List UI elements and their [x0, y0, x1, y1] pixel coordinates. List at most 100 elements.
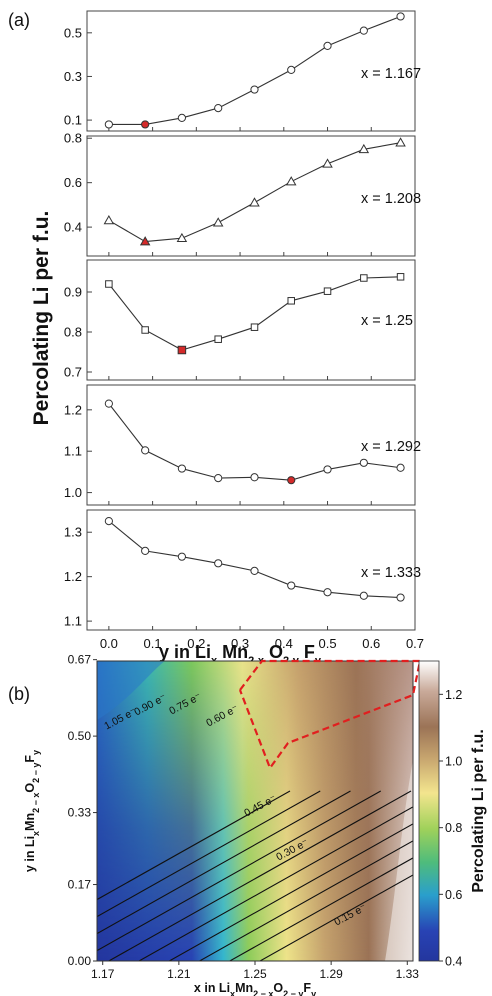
highlight-region-outline [238, 659, 422, 771]
axis-label-subscript: x [230, 989, 235, 996]
contour-line [97, 790, 351, 935]
panel-b-label: (b) [8, 684, 30, 704]
line-subplot: 1.0 1.1 1.2 x = 1.292 [64, 384, 421, 506]
axis-label-text: y in Li [23, 836, 37, 872]
data-point [358, 143, 370, 154]
y-tick-label: 1.2 [64, 569, 82, 584]
subplot-annotation: x = 1.292 [361, 439, 421, 455]
data-point [141, 446, 150, 455]
x-tick-label: 0.6 [362, 636, 380, 651]
y-tick-label: 0.50 [68, 729, 92, 743]
data-point [177, 552, 187, 561]
data-point [177, 464, 187, 473]
x-tick-label: 1.29 [319, 967, 343, 981]
subplot-annotation: x = 1.333 [361, 565, 421, 581]
data-point [250, 85, 259, 94]
colorbar-tick-label: 1.0 [445, 755, 462, 769]
x-tick-label: 0.7 [406, 636, 424, 651]
data-point [359, 26, 368, 35]
data-point [214, 559, 223, 568]
data-point [176, 232, 188, 243]
data-point [359, 591, 368, 600]
axis-label-text: F [303, 981, 311, 995]
data-point [105, 280, 113, 288]
y-tick-label: 1.2 [64, 402, 82, 417]
panel-a-y-axis-label: Percolating Li per f.u. [30, 211, 53, 426]
data-point [212, 217, 224, 227]
line-subplot: 0.4 0.6 0.8 x = 1.208 [64, 131, 421, 257]
line-subplot: 0.7 0.8 0.9 x = 1.25 [64, 259, 416, 381]
x-tick-label: 1.21 [167, 967, 191, 981]
x-tick-label: 0.4 [275, 636, 293, 651]
y-tick-label: 0.1 [64, 113, 82, 128]
y-tick-label: 0.7 [64, 365, 82, 380]
axis-label-text: Mn [235, 981, 253, 995]
panel-a-label: (a) [8, 10, 30, 30]
axis-label-text: Mn [217, 642, 248, 662]
data-point [214, 335, 222, 343]
axis-label-text: y in Li [159, 642, 211, 662]
y-tick-label: 0.17 [68, 878, 92, 892]
axis-label-subscript: y [311, 989, 316, 996]
axis-label-subscript: 2 − y [31, 763, 41, 783]
y-tick-label: 1.1 [64, 614, 82, 629]
colorbar-ticks: 0.4 0.6 0.8 1.0 1.2 [439, 688, 462, 969]
subplot-frame [86, 384, 416, 506]
x-tick-label: 0.3 [231, 636, 249, 651]
heatmap-y-axis-label: y in LixMn2 − xO2 − yFy [23, 750, 41, 872]
highlighted-data-point [177, 345, 187, 355]
contour-line [228, 857, 413, 961]
axis-label-subscript: 2 − x [253, 989, 273, 996]
data-point [249, 197, 260, 207]
data-point [214, 103, 223, 113]
subplot-frame [86, 135, 416, 257]
colorbar-tick-label: 0.6 [445, 888, 462, 902]
highlighted-data-point [139, 236, 151, 246]
y-tick-label: 0.4 [64, 220, 82, 235]
y-tick-label: 0.9 [64, 285, 82, 300]
data-point [141, 326, 149, 334]
data-point [359, 458, 368, 467]
data-point [323, 588, 332, 597]
x-tick-label: 0.1 [144, 636, 162, 651]
subplot-annotation: x = 1.167 [361, 66, 421, 82]
x-tick-label: 1.25 [243, 967, 267, 981]
data-point [287, 65, 296, 75]
data-point [395, 137, 406, 147]
colorbar-tick-label: 0.4 [445, 955, 462, 969]
axis-label-text: Mn [23, 813, 37, 831]
data-point [104, 120, 113, 129]
contour-line [97, 790, 382, 952]
data-point [285, 176, 297, 186]
axis-label-subscript: y [31, 750, 41, 755]
contour-line [97, 790, 291, 901]
colorbar-tick-label: 1.2 [445, 688, 462, 702]
y-tick-label: 1.1 [64, 444, 82, 459]
data-point [396, 463, 405, 472]
data-point [287, 581, 296, 590]
axis-label-text: x in Li [194, 981, 230, 995]
data-point [141, 546, 150, 555]
colorbar [418, 660, 440, 962]
contour-line [198, 840, 413, 961]
line-subplot: 1.1 1.2 1.3 x = 1.333 [64, 509, 421, 631]
data-point [104, 517, 113, 526]
heatmap-axes: 1.17 1.21 1.25 1.29 1.33 0.00 0.17 0.33 0.50 0.67 [68, 653, 420, 981]
data-point [287, 297, 295, 305]
axis-label-subscript: 2 − x [31, 793, 41, 813]
axis-label-text: O [23, 783, 37, 793]
data-point [396, 273, 405, 281]
data-point [323, 465, 332, 474]
data-point [214, 474, 223, 483]
contour-line [97, 790, 321, 918]
y-tick-label: 0.6 [64, 175, 82, 190]
contour-line [258, 874, 413, 961]
heatmap-low-region [97, 661, 165, 720]
data-point [250, 473, 259, 482]
y-tick-label: 0.5 [64, 25, 82, 40]
x-tick-label: 0.2 [187, 636, 205, 651]
axis-label-subscript: x [31, 831, 41, 836]
y-tick-label: 0.3 [64, 69, 82, 84]
data-point [360, 274, 368, 282]
